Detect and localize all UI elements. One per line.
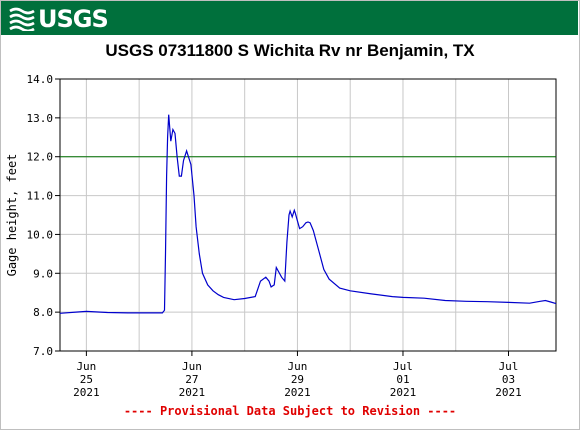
y-tick-label: 8.0 (33, 306, 53, 319)
usgs-logo-text: USGS (38, 5, 109, 33)
y-axis-title: Gage height, feet (5, 154, 19, 277)
x-tick-label: Jun (182, 360, 202, 373)
y-tick-label: 7.0 (33, 345, 53, 358)
x-tick-label: 27 (185, 373, 198, 386)
y-tick-label: 12.0 (27, 151, 54, 164)
x-tick-label: Jun (288, 360, 308, 373)
y-axis-ticks: 7.0 8.0 9.0 10.0 11.0 12.0 13.0 14.0 (27, 73, 60, 358)
x-tick-label: Jul (393, 360, 413, 373)
grid-lines (60, 79, 556, 351)
y-tick-label: 11.0 (27, 190, 54, 203)
x-tick-label: 01 (396, 373, 409, 386)
gage-height-series (59, 114, 557, 314)
usgs-wave-icon (9, 7, 35, 31)
x-tick-label: 03 (502, 373, 515, 386)
x-tick-label: 2021 (73, 386, 100, 399)
plot-border (59, 78, 557, 352)
x-tick-label: 29 (291, 373, 304, 386)
x-tick-label: 2021 (284, 386, 311, 399)
y-tick-label: 10.0 (27, 228, 54, 241)
usgs-banner: USGS (1, 1, 578, 35)
x-tick-label: 2021 (390, 386, 417, 399)
provisional-data-note: ---- Provisional Data Subject to Revisio… (123, 404, 457, 418)
chart-title: USGS 07311800 S Wichita Rv nr Benjamin, … (105, 41, 475, 60)
y-tick-label: 13.0 (27, 112, 54, 125)
y-tick-label: 9.0 (33, 267, 53, 280)
x-tick-label: 2021 (179, 386, 206, 399)
x-tick-label: 2021 (495, 386, 522, 399)
x-tick-label: 25 (80, 373, 93, 386)
x-axis-ticks: Jun252021Jun272021Jun292021Jul012021Jul0… (73, 351, 522, 399)
y-tick-label: 14.0 (27, 73, 54, 86)
x-tick-label: Jun (76, 360, 96, 373)
x-tick-label: Jul (499, 360, 519, 373)
usgs-logo[interactable]: USGS (9, 5, 109, 33)
